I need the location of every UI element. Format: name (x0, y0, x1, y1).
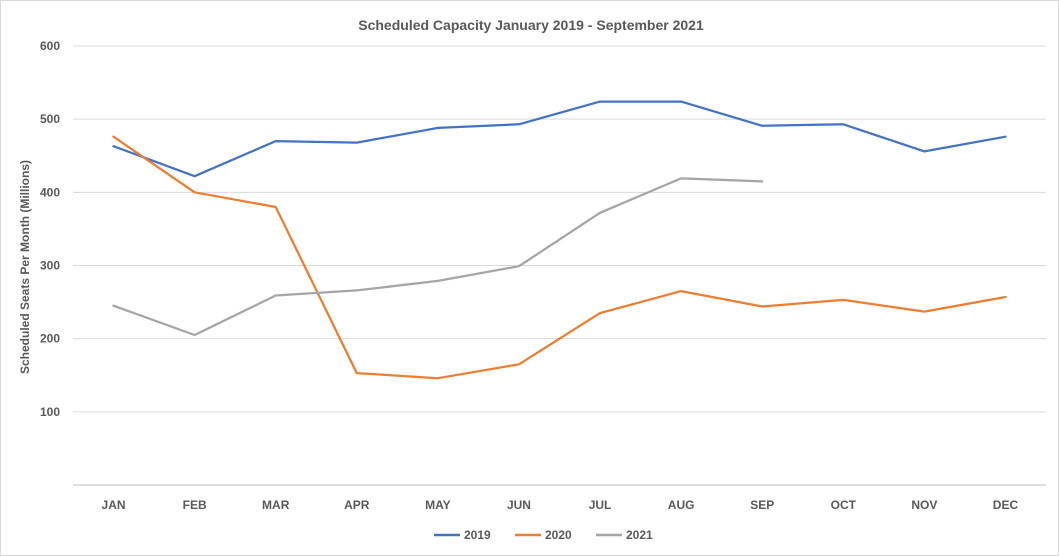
y-axis-label: Scheduled Seats Per Month (Millions) (18, 160, 32, 374)
y-tick-label: 300 (40, 259, 60, 273)
x-tick-label: JAN (102, 498, 126, 512)
x-tick-label: DEC (993, 498, 1019, 512)
x-tick-label: SEP (750, 498, 774, 512)
chart-title: Scheduled Capacity January 2019 - Septem… (358, 17, 704, 33)
legend-label: 2020 (545, 528, 572, 542)
x-tick-label: MAR (262, 498, 290, 512)
legend: 2019 2020 2021 (434, 528, 653, 542)
y-tick-label: 500 (40, 112, 60, 126)
series-line-2021 (112, 177, 764, 337)
series-line-2020 (112, 135, 1007, 380)
legend-label: 2021 (626, 528, 653, 542)
x-tick-label: APR (344, 498, 370, 512)
y-tick-label: 600 (40, 39, 60, 53)
x-tick-label: FEB (183, 498, 207, 512)
x-axis-ticks: JAN FEB MAR APR MAY JUN JUL AUG SEP OCT NOV DEC (102, 498, 1019, 512)
legend-item-2019: 2019 (434, 528, 491, 542)
x-tick-label: MAY (425, 498, 451, 512)
x-tick-label: AUG (668, 498, 695, 512)
x-tick-label: JUN (507, 498, 531, 512)
x-tick-label: NOV (911, 498, 937, 512)
series-line-2019 (112, 100, 1007, 178)
y-axis-ticks: 100 200 300 400 500 600 (40, 39, 60, 419)
y-tick-label: 200 (40, 332, 60, 346)
legend-label: 2019 (464, 528, 491, 542)
legend-item-2021: 2021 (596, 528, 653, 542)
series-lines (112, 100, 1007, 380)
y-tick-label: 100 (40, 405, 60, 419)
x-tick-label: JUL (589, 498, 612, 512)
legend-item-2020: 2020 (515, 528, 572, 542)
x-tick-label: OCT (831, 498, 857, 512)
y-tick-label: 400 (40, 185, 60, 199)
gridlines (73, 45, 1046, 486)
